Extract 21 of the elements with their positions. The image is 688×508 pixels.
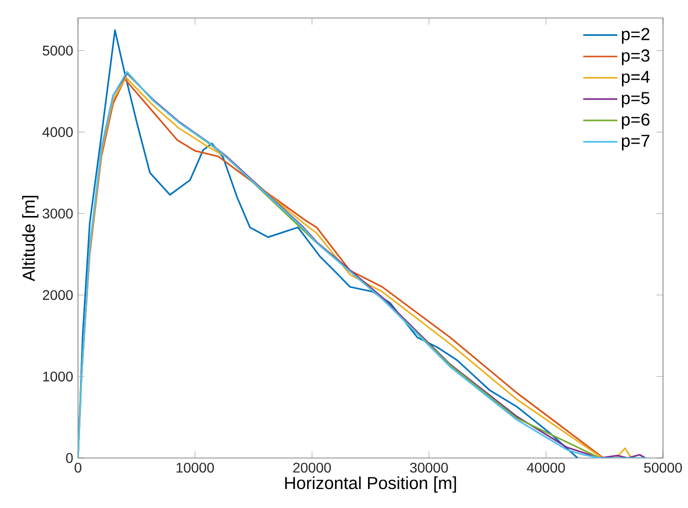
y-tick-label: 4000 bbox=[42, 127, 73, 138]
x-tick-label: 0 bbox=[74, 462, 82, 473]
x-tick-label: 40000 bbox=[526, 462, 565, 473]
legend-label: p=4 bbox=[622, 70, 650, 86]
y-tick-label: 2000 bbox=[42, 290, 73, 300]
x-tick-label: 30000 bbox=[410, 462, 448, 473]
x-tick-label: 50000 bbox=[644, 462, 682, 473]
y-tick-label: 0 bbox=[66, 453, 73, 463]
legend-label: p=5 bbox=[622, 92, 650, 108]
line-series bbox=[78, 29, 578, 458]
x-tick-label: 10000 bbox=[176, 462, 214, 473]
x-tick-label: 20000 bbox=[293, 462, 331, 473]
y-tick-label: 1000 bbox=[43, 372, 73, 382]
y-axis-title: Altitude [m] bbox=[22, 196, 38, 282]
legend-label: p=2 bbox=[622, 28, 650, 44]
legend-label: p=3 bbox=[622, 49, 650, 66]
legend-label: p=7 bbox=[622, 134, 650, 150]
y-tick-label: 5000 bbox=[42, 46, 73, 56]
x-axis-title: Horizontal Position [m] bbox=[285, 476, 456, 493]
legend-label: p=6 bbox=[622, 113, 650, 130]
y-tick-label: 3000 bbox=[42, 208, 73, 219]
